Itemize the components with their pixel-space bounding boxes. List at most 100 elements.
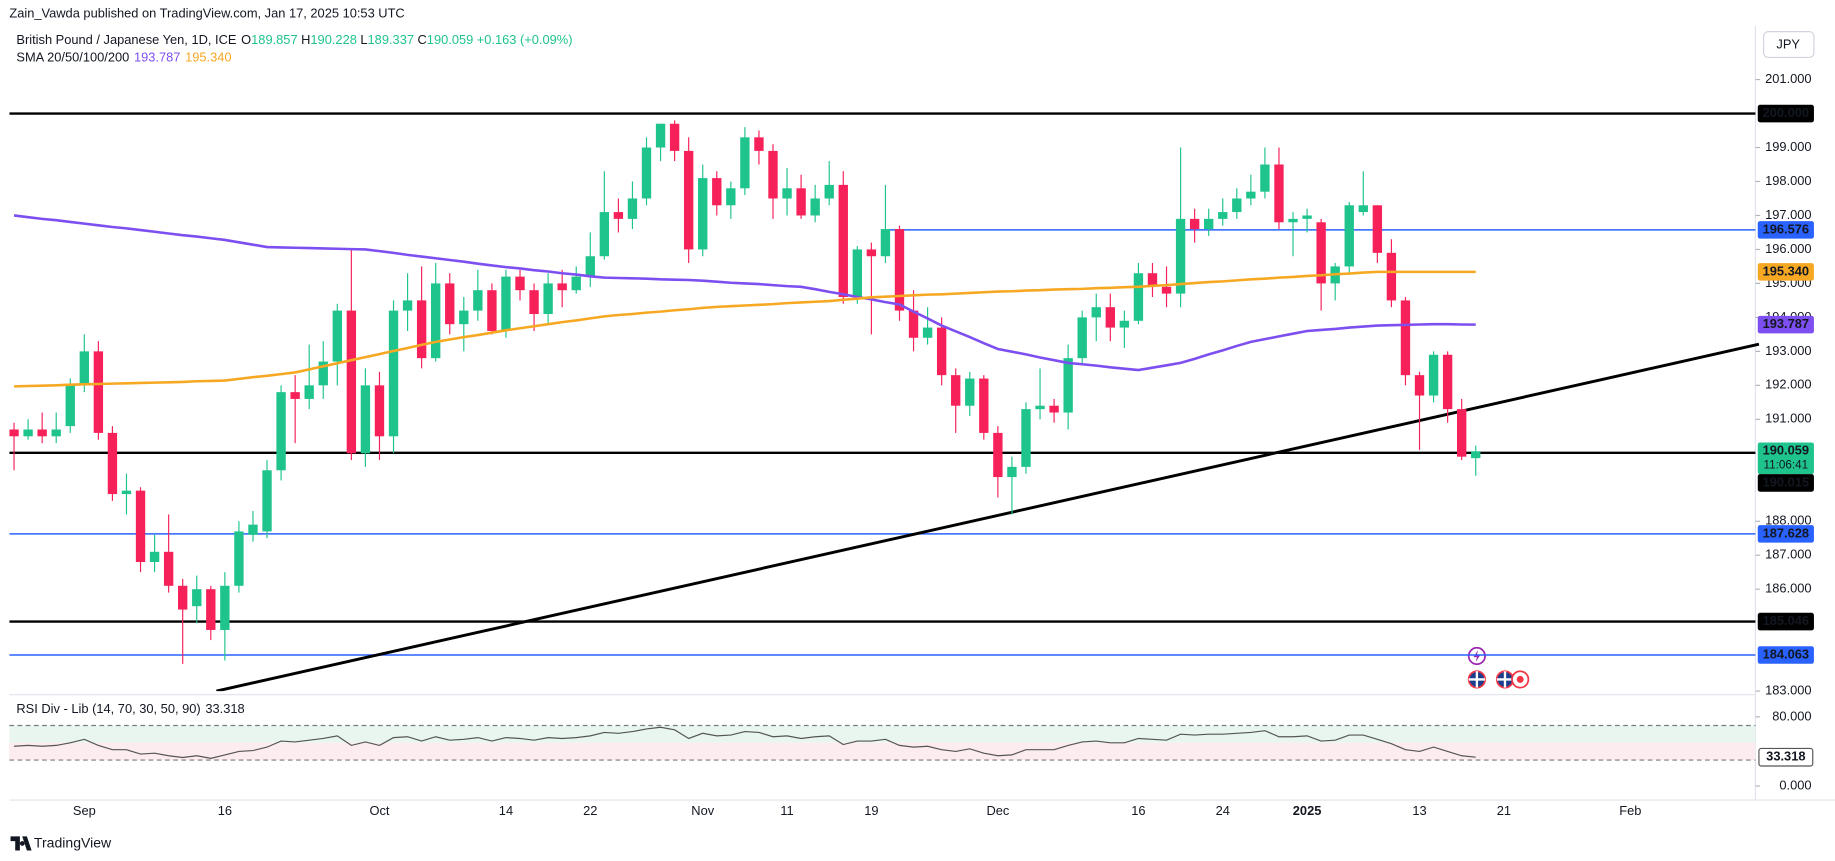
rsi-band-lower <box>9 742 1756 761</box>
candle-body <box>1007 466 1017 478</box>
candle-body <box>304 385 314 399</box>
x-tick-label: Oct <box>369 803 389 818</box>
candle-body <box>712 178 722 206</box>
candle-body <box>908 310 919 338</box>
candle-body <box>93 351 104 433</box>
candle-body <box>1035 405 1045 410</box>
candle-body <box>473 290 483 311</box>
x-tick-label: 2025 <box>1293 803 1322 818</box>
candle-body <box>852 249 863 298</box>
candle-body <box>1147 273 1158 287</box>
price-tag-countdown: 11:06:41 <box>1764 458 1809 471</box>
x-tick-label: Nov <box>691 803 714 818</box>
price-tag <box>1757 221 1814 239</box>
candle-body <box>65 385 75 427</box>
ohlc-value: 190.059 <box>427 32 473 47</box>
candle-body <box>1175 218 1186 294</box>
price-tag-label: 200.000 <box>1763 105 1809 120</box>
candle-body <box>810 198 820 216</box>
candle-body <box>149 551 160 563</box>
candle-body <box>163 551 174 586</box>
candle-body <box>669 123 680 151</box>
candle-body <box>107 432 118 495</box>
brand: TradingView <box>10 835 112 851</box>
candle-body <box>192 589 202 607</box>
candle-body <box>360 385 371 454</box>
candle-body <box>1471 451 1481 459</box>
legend: British Pound / Japanese Yen, 1D, ICE O18… <box>16 32 572 716</box>
y-tick-label: 198.000 <box>1765 173 1811 188</box>
header: Zain_Vawda published on TradingView.com,… <box>9 5 404 20</box>
candle-body <box>1288 218 1298 223</box>
x-tick-label: 19 <box>864 803 878 818</box>
candle-body <box>1442 354 1453 410</box>
candle-body <box>951 375 961 406</box>
sma-legend: SMA 20/50/100/200 <box>16 50 129 65</box>
ohlc-letter: L <box>360 32 367 47</box>
ohlc-value: 189.857 <box>251 32 297 47</box>
candle-body <box>459 310 469 325</box>
candle-body <box>627 198 638 219</box>
flag-cross <box>1468 671 1486 688</box>
x-tick-label: Feb <box>1619 803 1641 818</box>
price-tag <box>1757 525 1814 543</box>
legend-line: SMA 20/50/100/200 193.787 195.340 <box>16 50 231 65</box>
candle-body <box>1400 300 1411 376</box>
y-tick-label: 196.000 <box>1765 241 1811 256</box>
candle-body <box>445 283 455 325</box>
candle-body <box>866 249 877 257</box>
candle-body <box>9 429 19 437</box>
brand-logo <box>10 836 32 851</box>
candle-body <box>1063 358 1073 413</box>
candle-body <box>1260 164 1270 192</box>
candle-body <box>1105 307 1115 328</box>
candle-body <box>1386 252 1397 301</box>
rsi-tag-label: 33.318 <box>1766 749 1805 764</box>
candle-body <box>1133 273 1144 321</box>
candle-body <box>51 429 61 437</box>
price-pane <box>9 112 1760 692</box>
price-tag <box>1757 263 1814 281</box>
currency-button[interactable]: JPY <box>1763 31 1815 58</box>
candle-body <box>838 184 848 298</box>
x-tick-label: 22 <box>583 803 597 818</box>
rsi-line <box>14 726 1476 759</box>
currency-button-box[interactable] <box>1763 31 1815 58</box>
rsi-value: 33.318 <box>205 701 244 716</box>
price-tag-label: 193.787 <box>1763 316 1809 331</box>
event-icons <box>1467 646 1530 689</box>
candle-body <box>431 283 441 359</box>
candle-body <box>276 392 286 471</box>
price-tag <box>1757 474 1814 492</box>
candle-body <box>1077 317 1087 359</box>
rsi-tick-label: 80.000 <box>1772 708 1811 723</box>
candle-body <box>515 276 525 291</box>
price-tag <box>1757 315 1814 334</box>
legend-line: RSI Div - Lib (14, 70, 30, 50, 90) 33.318 <box>16 701 244 716</box>
candle-body <box>135 490 146 563</box>
currency-button-label[interactable]: JPY <box>1776 37 1800 52</box>
candle-body <box>1091 307 1101 318</box>
rsi-band-upper <box>9 725 1756 743</box>
candle-body <box>402 300 413 311</box>
candle-body <box>1021 409 1031 467</box>
candle-body <box>1372 205 1383 253</box>
ohlc-value: 189.337 <box>368 32 414 47</box>
y-tick-label: 187.000 <box>1765 547 1811 562</box>
sma-value: 193.787 <box>134 50 180 65</box>
candle-body <box>922 327 933 338</box>
candle-body <box>1204 218 1214 230</box>
change-pct: (+0.09%) <box>520 32 573 47</box>
candle-body <box>1189 218 1200 230</box>
candle-body <box>1414 375 1425 396</box>
price-tag-label: 195.340 <box>1763 263 1809 278</box>
candle-body <box>993 432 1003 478</box>
candle-body <box>698 178 708 250</box>
candle-body <box>599 212 610 257</box>
y-tick-label: 191.000 <box>1765 411 1811 426</box>
candle-body <box>894 229 905 311</box>
candle-body <box>936 327 947 376</box>
candle-body <box>1344 205 1354 267</box>
candle-body <box>121 490 132 495</box>
candle-body <box>1246 191 1256 199</box>
